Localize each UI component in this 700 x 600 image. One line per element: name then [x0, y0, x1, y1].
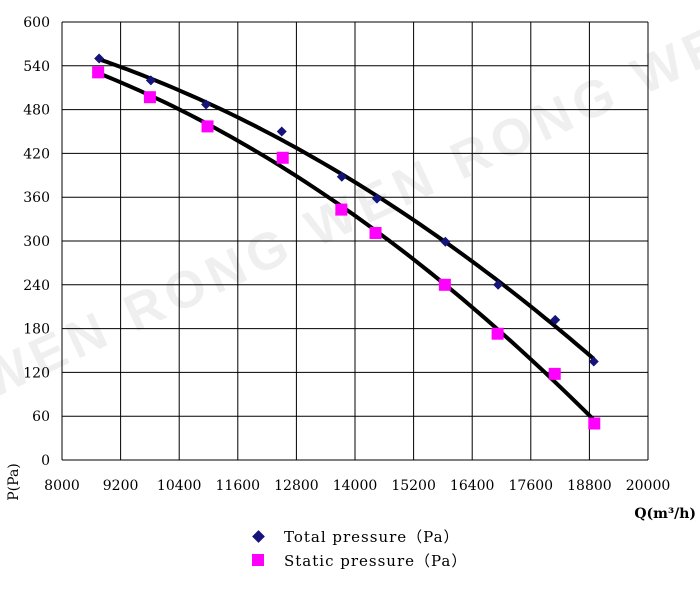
y-tick-label: 120: [23, 365, 50, 381]
y-axis-title: P(Pa): [6, 463, 22, 500]
tick-labels: 8000 9200 10400 11600 12800 14000 15200 16400 17…: [23, 15, 670, 494]
x-tick-label: 12800: [274, 478, 319, 494]
y-tick-label: 540: [23, 59, 50, 75]
y-tick-label: 300: [23, 234, 50, 250]
total-pressure-point: [145, 75, 156, 86]
total-pressure-point: [550, 314, 561, 325]
x-axis-title: Q(m³/h): [634, 506, 696, 522]
legend-diamond-marker: [251, 529, 265, 543]
legend-item-total: Total pressure（Pa）: [251, 524, 467, 548]
y-tick-label: 180: [23, 322, 50, 338]
y-tick-label: 0: [41, 453, 50, 469]
total-pressure-point: [276, 126, 287, 137]
static-pressure-point: [276, 151, 289, 164]
static-pressure-point: [92, 66, 105, 79]
legend-item-static: Static pressure（Pa）: [252, 548, 467, 572]
static-pressure-point: [588, 417, 601, 430]
static-pressure-point: [369, 226, 382, 239]
legend-label-static: Static pressure（Pa）: [284, 551, 468, 570]
total-pressure-point: [371, 193, 382, 204]
x-tick-label: 20000: [626, 478, 671, 494]
y-tick-label: 60: [32, 409, 50, 425]
total-pressure-point: [94, 53, 105, 64]
static-pressure-point: [143, 91, 156, 104]
total-pressure-point: [201, 99, 212, 110]
x-tick-label: 9200: [103, 478, 139, 494]
x-tick-label: 8000: [44, 478, 80, 494]
y-tick-label: 360: [23, 190, 50, 206]
x-tick-label: 10400: [157, 478, 202, 494]
y-tick-label: 480: [23, 103, 50, 119]
static-pressure-point: [201, 120, 214, 133]
y-tick-label: 420: [23, 146, 50, 162]
legend-square-marker: [252, 554, 264, 566]
x-tick-label: 14000: [333, 478, 378, 494]
static-pressure-point: [438, 278, 451, 291]
x-tick-label: 17600: [509, 478, 554, 494]
x-tick-label: 16400: [450, 478, 495, 494]
static-pressure-point: [335, 203, 348, 216]
y-tick-label: 600: [23, 15, 50, 31]
static-pressure-point: [548, 367, 561, 380]
total-pressure-point: [588, 356, 599, 367]
total-pressure-point: [336, 171, 347, 182]
x-tick-label: 18800: [567, 478, 612, 494]
total-pressure-point: [440, 236, 451, 247]
x-tick-label: 11600: [216, 478, 261, 494]
x-tick-label: 15200: [391, 478, 436, 494]
total-pressure-point: [493, 279, 504, 290]
static-pressure-point: [491, 327, 504, 340]
legend: Total pressure（Pa） Static pressure（Pa）: [251, 524, 467, 572]
y-tick-label: 240: [23, 278, 50, 294]
data-points: [92, 53, 601, 430]
grid: [61, 21, 649, 461]
legend-label-total: Total pressure（Pa）: [284, 527, 460, 546]
